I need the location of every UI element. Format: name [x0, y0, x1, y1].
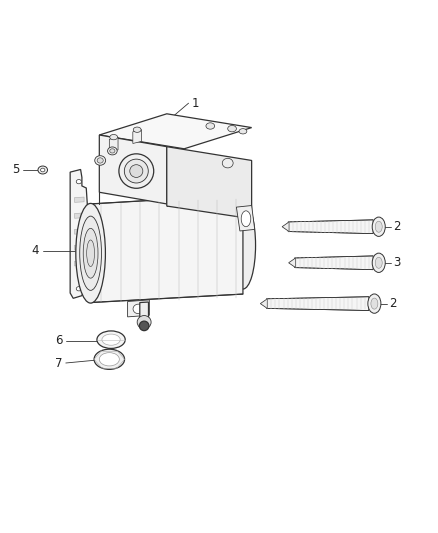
- Polygon shape: [74, 229, 84, 234]
- Ellipse shape: [130, 165, 143, 177]
- Ellipse shape: [108, 147, 117, 155]
- Ellipse shape: [41, 168, 45, 172]
- Polygon shape: [266, 297, 369, 311]
- Ellipse shape: [375, 257, 382, 268]
- Ellipse shape: [95, 156, 106, 165]
- Polygon shape: [140, 302, 148, 326]
- Text: 3: 3: [393, 256, 400, 269]
- Ellipse shape: [76, 180, 81, 184]
- Polygon shape: [282, 222, 289, 231]
- Ellipse shape: [133, 304, 144, 314]
- Polygon shape: [295, 256, 373, 270]
- Text: 7: 7: [55, 357, 62, 369]
- Polygon shape: [133, 130, 141, 143]
- Ellipse shape: [119, 154, 154, 188]
- Ellipse shape: [97, 331, 125, 349]
- Ellipse shape: [110, 134, 117, 140]
- Ellipse shape: [124, 159, 148, 183]
- Polygon shape: [110, 137, 118, 152]
- Ellipse shape: [102, 334, 120, 345]
- Ellipse shape: [99, 353, 119, 366]
- Ellipse shape: [239, 128, 247, 134]
- Ellipse shape: [76, 204, 106, 303]
- Text: 2: 2: [389, 297, 396, 310]
- Ellipse shape: [372, 253, 385, 272]
- Polygon shape: [167, 147, 252, 219]
- Ellipse shape: [94, 349, 124, 369]
- Polygon shape: [237, 206, 254, 231]
- Polygon shape: [74, 245, 84, 250]
- Polygon shape: [74, 197, 84, 203]
- Polygon shape: [127, 300, 149, 317]
- Ellipse shape: [76, 287, 81, 291]
- Ellipse shape: [368, 294, 381, 313]
- Text: 2: 2: [393, 220, 401, 233]
- Ellipse shape: [133, 127, 141, 132]
- Ellipse shape: [222, 158, 233, 168]
- Polygon shape: [289, 258, 296, 268]
- Ellipse shape: [38, 166, 47, 174]
- Ellipse shape: [137, 316, 151, 329]
- Ellipse shape: [80, 216, 102, 290]
- Polygon shape: [99, 135, 167, 204]
- Ellipse shape: [230, 201, 255, 289]
- Polygon shape: [74, 261, 84, 266]
- Ellipse shape: [87, 240, 95, 266]
- Ellipse shape: [371, 298, 378, 309]
- Polygon shape: [91, 195, 243, 303]
- Ellipse shape: [228, 125, 237, 132]
- Polygon shape: [74, 213, 84, 218]
- Ellipse shape: [83, 228, 98, 278]
- Polygon shape: [99, 114, 252, 149]
- Polygon shape: [288, 220, 373, 233]
- Ellipse shape: [110, 149, 115, 153]
- Ellipse shape: [375, 221, 382, 232]
- Polygon shape: [260, 299, 267, 309]
- Ellipse shape: [206, 123, 215, 129]
- Ellipse shape: [139, 321, 149, 330]
- Ellipse shape: [372, 217, 385, 236]
- Ellipse shape: [97, 158, 103, 163]
- Text: 4: 4: [32, 244, 39, 257]
- Ellipse shape: [241, 211, 251, 227]
- Text: 5: 5: [12, 164, 20, 176]
- Text: 1: 1: [192, 96, 200, 110]
- Polygon shape: [70, 169, 88, 298]
- Text: 6: 6: [55, 334, 62, 347]
